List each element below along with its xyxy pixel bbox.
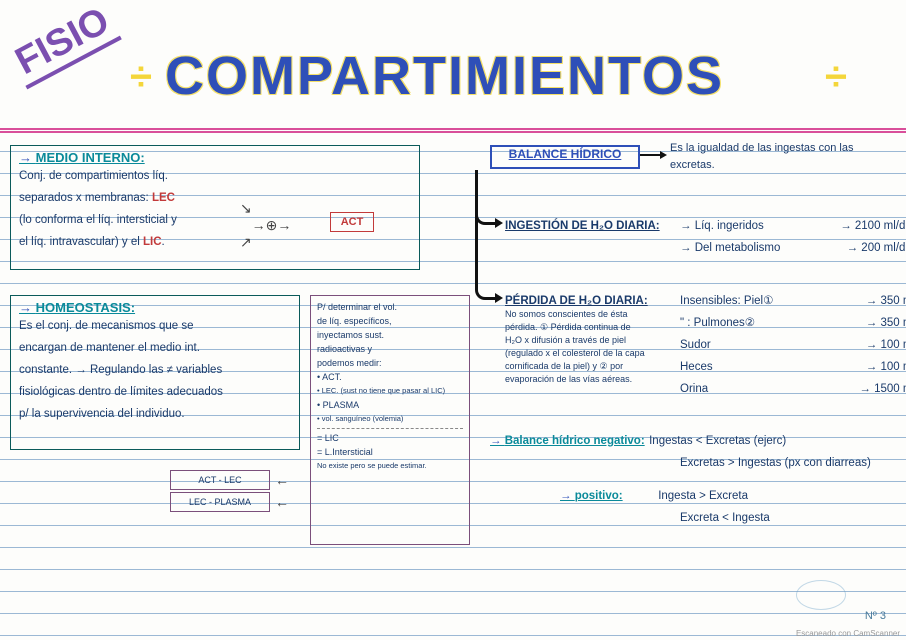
scan-stamp [796, 580, 846, 610]
homeo-l3: constante. → Regulando las ≠ variables [19, 359, 291, 381]
ing2l: Del metabolismo [680, 237, 780, 259]
r3l: Heces [680, 356, 713, 378]
pn1: No somos conscientes de ésta [505, 308, 670, 321]
r2l: Sudor [680, 334, 711, 356]
neg1: Ingestas < Excretas (ejerc) [649, 435, 786, 447]
homeo-l4: fisiológicas dentro de límites adecuados [19, 381, 291, 403]
box-homeostasis: HOMEOSTASIS: Es el conj. de mecanismos q… [10, 295, 300, 450]
homeo-l2: encargan de mantener el medio int. [19, 337, 291, 359]
eq-lec-plasma: LEC - PLASMA [170, 492, 270, 512]
title-decoration-right: ÷ [825, 55, 847, 100]
arrow-to-act: ↘ →⊕→↗ [240, 200, 291, 251]
balance-title-box: BALANCE HÍDRICO [490, 145, 640, 169]
ingestion-head: INGESTIÓN DE H₂O DIARIA: [505, 220, 660, 232]
balance-def: Es la igualdad de las ingestas con las e… [670, 140, 895, 174]
eq1-text: ACT - LEC [171, 471, 269, 489]
r0l: Insensibles: Piel① [680, 290, 773, 312]
det-l1: P/ determinar el vol. [317, 300, 463, 314]
balance-title: BALANCE HÍDRICO [492, 147, 638, 161]
pos-head: positivo: [560, 490, 623, 502]
medio-line1: Conj. de compartimientos líq. [19, 165, 411, 187]
eq1-arrow: ← [275, 472, 289, 488]
medio-l4a: el líq. intravascular) y el [19, 236, 143, 248]
det-l2: de líq. específicos, [317, 314, 463, 328]
neg-head: Balance hídrico negativo: [490, 435, 645, 447]
pos2: Excreta < Ingesta [680, 507, 770, 529]
medio-line2: separados x membranas: LEC [19, 187, 411, 209]
det-l4: radioactivas y [317, 342, 463, 356]
det-l3: inyectamos sust. [317, 328, 463, 342]
pn3: H₂O x difusión a través de piel [505, 334, 670, 347]
ing1v: 2100 ml/día [855, 220, 906, 232]
act-label: ACT [331, 213, 373, 231]
title-decoration-left: ÷ [130, 55, 152, 100]
homeo-l5: p/ la supervivencia del individuo. [19, 403, 291, 425]
page-number: Nº 3 [865, 610, 886, 622]
heading-homeo: HOMEOSTASIS: [19, 300, 291, 315]
eq2-text: LEC - PLASMA [171, 493, 269, 511]
page-title: COMPARTIMIENTOS [165, 45, 724, 107]
heading-medio: MEDIO INTERNO: [19, 150, 411, 165]
det-b7: No existe pero se puede estimar. [317, 459, 463, 473]
medio-l2a: separados x membranas: [19, 192, 152, 204]
connector-perdida [475, 170, 495, 300]
det-b2: • LEC. (sust no tiene que pasar al LIC) [317, 384, 463, 398]
eq-act-lec: ACT - LEC [170, 470, 270, 490]
box-medio-interno: MEDIO INTERNO: Conj. de compartimientos … [10, 145, 420, 270]
homeo-l1: Es el conj. de mecanismos que se [19, 315, 291, 337]
box-determinar: P/ determinar el vol. de líq. específico… [310, 295, 470, 545]
medio-line4: el líq. intravascular) y el LIC. [19, 231, 411, 253]
det-b5: = LIC [317, 431, 463, 445]
r4v: 1500 ml [874, 383, 906, 395]
perdida-rows: Insensibles: Piel①→ 350 ml " : Pulmones②… [680, 290, 906, 400]
pn6: evaporación de las vías aéreas. [505, 373, 670, 386]
r4l: Orina [680, 378, 708, 400]
perdida-note: No somos conscientes de ésta pérdida. ① … [505, 308, 670, 386]
det-b1: • ACT. [317, 370, 463, 384]
det-b4: • vol. sanguíneo (volemia) [317, 412, 463, 426]
ing1l: Líq. ingeridos [680, 215, 764, 237]
det-b6: = L.Intersticial [317, 445, 463, 459]
content-area: MEDIO INTERNO: Conj. de compartimientos … [0, 140, 906, 640]
ing2v: 200 ml/día [861, 242, 906, 254]
r3v: 100 ml [880, 361, 906, 373]
det-l5: podemos medir: [317, 356, 463, 370]
r1v: 350 ml [880, 317, 906, 329]
act-box: ACT [330, 212, 374, 232]
lec-label: LEC [152, 192, 175, 204]
perdida-head: PÉRDIDA DE H₂O DIARIA: [505, 295, 648, 307]
pos1: Ingesta > Excreta [658, 490, 748, 502]
det-b3: • PLASMA [317, 398, 463, 412]
pn5: cornificada de la piel) y ② por [505, 360, 670, 373]
lic-label: LIC [143, 236, 162, 248]
eq2-arrow: ← [275, 494, 289, 510]
arrow-balance-def [640, 154, 660, 156]
r0v: 350 ml [880, 295, 906, 307]
r1l: " : Pulmones② [680, 312, 755, 334]
pn2: pérdida. ① Pérdida continua de [505, 321, 670, 334]
r2v: 100 ml [880, 339, 906, 351]
scanner-footer: Escaneado con CamScanner [796, 629, 900, 638]
pn4: (regulado x el colesterol de la capa [505, 347, 670, 360]
neg2: Excretas > Ingestas (px con diarreas) [680, 452, 871, 474]
